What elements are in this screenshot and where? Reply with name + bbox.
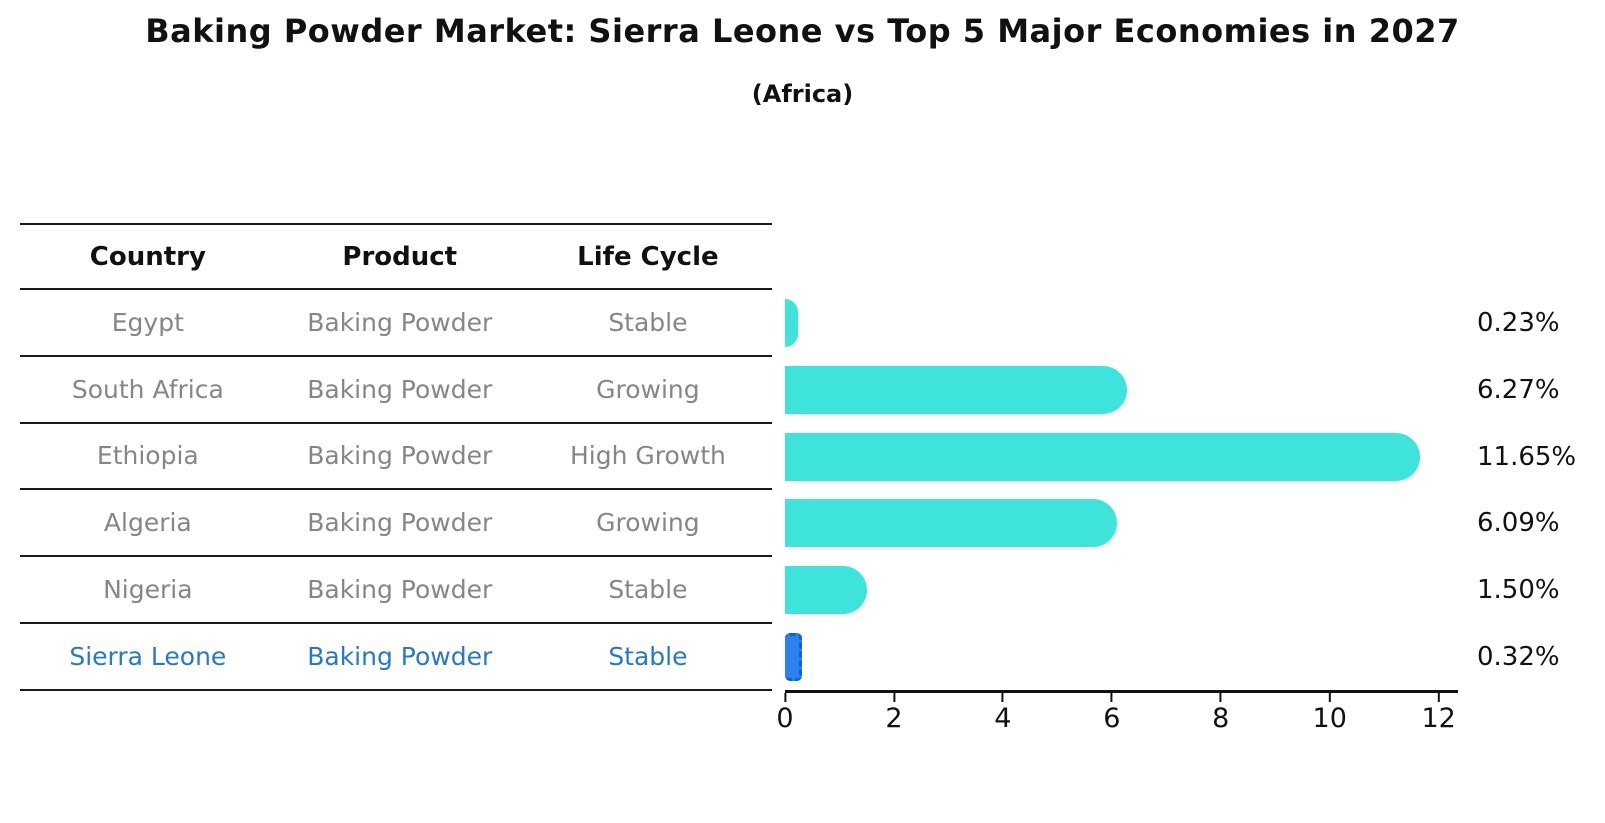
tick-mark (1001, 693, 1004, 702)
x-axis-tick: 10 (1313, 693, 1347, 732)
table-header-country: Country (89, 241, 206, 272)
cell-lifecycle: Stable (608, 307, 688, 337)
value-label: 6.09% (1477, 508, 1560, 539)
tick-label: 10 (1312, 703, 1347, 734)
chart-subtitle: (Africa) (751, 80, 854, 108)
value-label: 0.23% (1477, 308, 1560, 339)
bar-row (785, 557, 1455, 624)
table-row: Egypt Baking Powder Stable (20, 290, 772, 357)
bar-row (785, 490, 1455, 557)
cell-lifecycle: High Growth (569, 441, 726, 471)
x-axis-tick: 4 (994, 693, 1011, 732)
cell-country: Nigeria (103, 575, 193, 605)
cell-product: Baking Powder (307, 374, 493, 404)
cell-country: South Africa (71, 374, 224, 404)
cell-lifecycle: Stable (608, 641, 688, 671)
bar-nigeria (785, 566, 867, 615)
cell-country: Algeria (103, 508, 192, 538)
bar-algeria (785, 499, 1117, 548)
tick-label: 4 (994, 703, 1012, 734)
table-row: Algeria Baking Powder Growing (20, 490, 772, 558)
tick-label: 0 (776, 703, 794, 734)
table-row: Ethiopia Baking Powder High Growth (20, 424, 772, 491)
cell-lifecycle: Growing (596, 374, 700, 404)
table-header-row: Country Product Life Cycle (20, 225, 772, 290)
value-label: 0.32% (1477, 641, 1560, 672)
tick-mark (1328, 693, 1331, 702)
bar-egypt (785, 299, 798, 348)
bar-row (785, 423, 1455, 490)
cell-lifecycle: Stable (608, 575, 688, 605)
cell-product: Baking Powder (307, 441, 493, 471)
tick-mark (1219, 693, 1222, 702)
bar-chart (785, 290, 1455, 690)
tick-mark (1110, 693, 1113, 702)
tick-mark (892, 693, 895, 702)
tick-mark (784, 693, 786, 702)
bar-row (785, 357, 1455, 424)
tick-label: 6 (1103, 703, 1121, 734)
x-axis-ticks: 0 2 4 6 8 10 12 (776, 693, 1456, 748)
cell-lifecycle: Growing (596, 508, 700, 538)
x-axis-tick: 12 (1421, 693, 1456, 734)
cell-product: Baking Powder (307, 641, 493, 671)
cell-product: Baking Powder (307, 508, 493, 538)
table-row-highlighted: Sierra Leone Baking Powder Stable (20, 624, 772, 691)
table-row: South Africa Baking Powder Growing (20, 357, 772, 424)
cell-country: Ethiopia (96, 441, 199, 471)
x-axis-line (785, 690, 1458, 693)
table-header-product: Product (342, 241, 458, 272)
country-table: Country Product Life Cycle Egypt Baking … (20, 223, 772, 691)
x-axis-tick: 6 (1103, 693, 1120, 732)
value-labels: 0.23% 6.27% 11.65% 6.09% 1.50% 0.32% (1477, 290, 1576, 690)
tick-mark (1437, 693, 1440, 702)
chart-title: Baking Powder Market: Sierra Leone vs To… (145, 12, 1460, 50)
x-axis-tick: 8 (1212, 693, 1229, 732)
bar-sierra-leone (785, 632, 803, 681)
value-label: 1.50% (1477, 575, 1560, 606)
cell-country: Sierra Leone (69, 641, 227, 671)
x-axis-tick: 2 (885, 693, 903, 734)
bar-row (785, 290, 1455, 357)
tick-label: 8 (1212, 703, 1230, 734)
value-label: 11.65% (1477, 441, 1577, 472)
table-row: Nigeria Baking Powder Stable (20, 557, 772, 624)
value-label: 6.27% (1477, 375, 1560, 405)
bar-south-africa (785, 366, 1127, 414)
bar-row (785, 623, 1455, 690)
cell-product: Baking Powder (307, 575, 493, 605)
tick-label: 2 (885, 703, 903, 734)
x-axis-tick: 0 (776, 693, 794, 734)
table-header-lifecycle: Life Cycle (577, 241, 719, 272)
cell-product: Baking Powder (307, 307, 493, 337)
cell-country: Egypt (111, 307, 184, 337)
bar-ethiopia (785, 432, 1420, 481)
tick-label: 12 (1421, 703, 1456, 734)
